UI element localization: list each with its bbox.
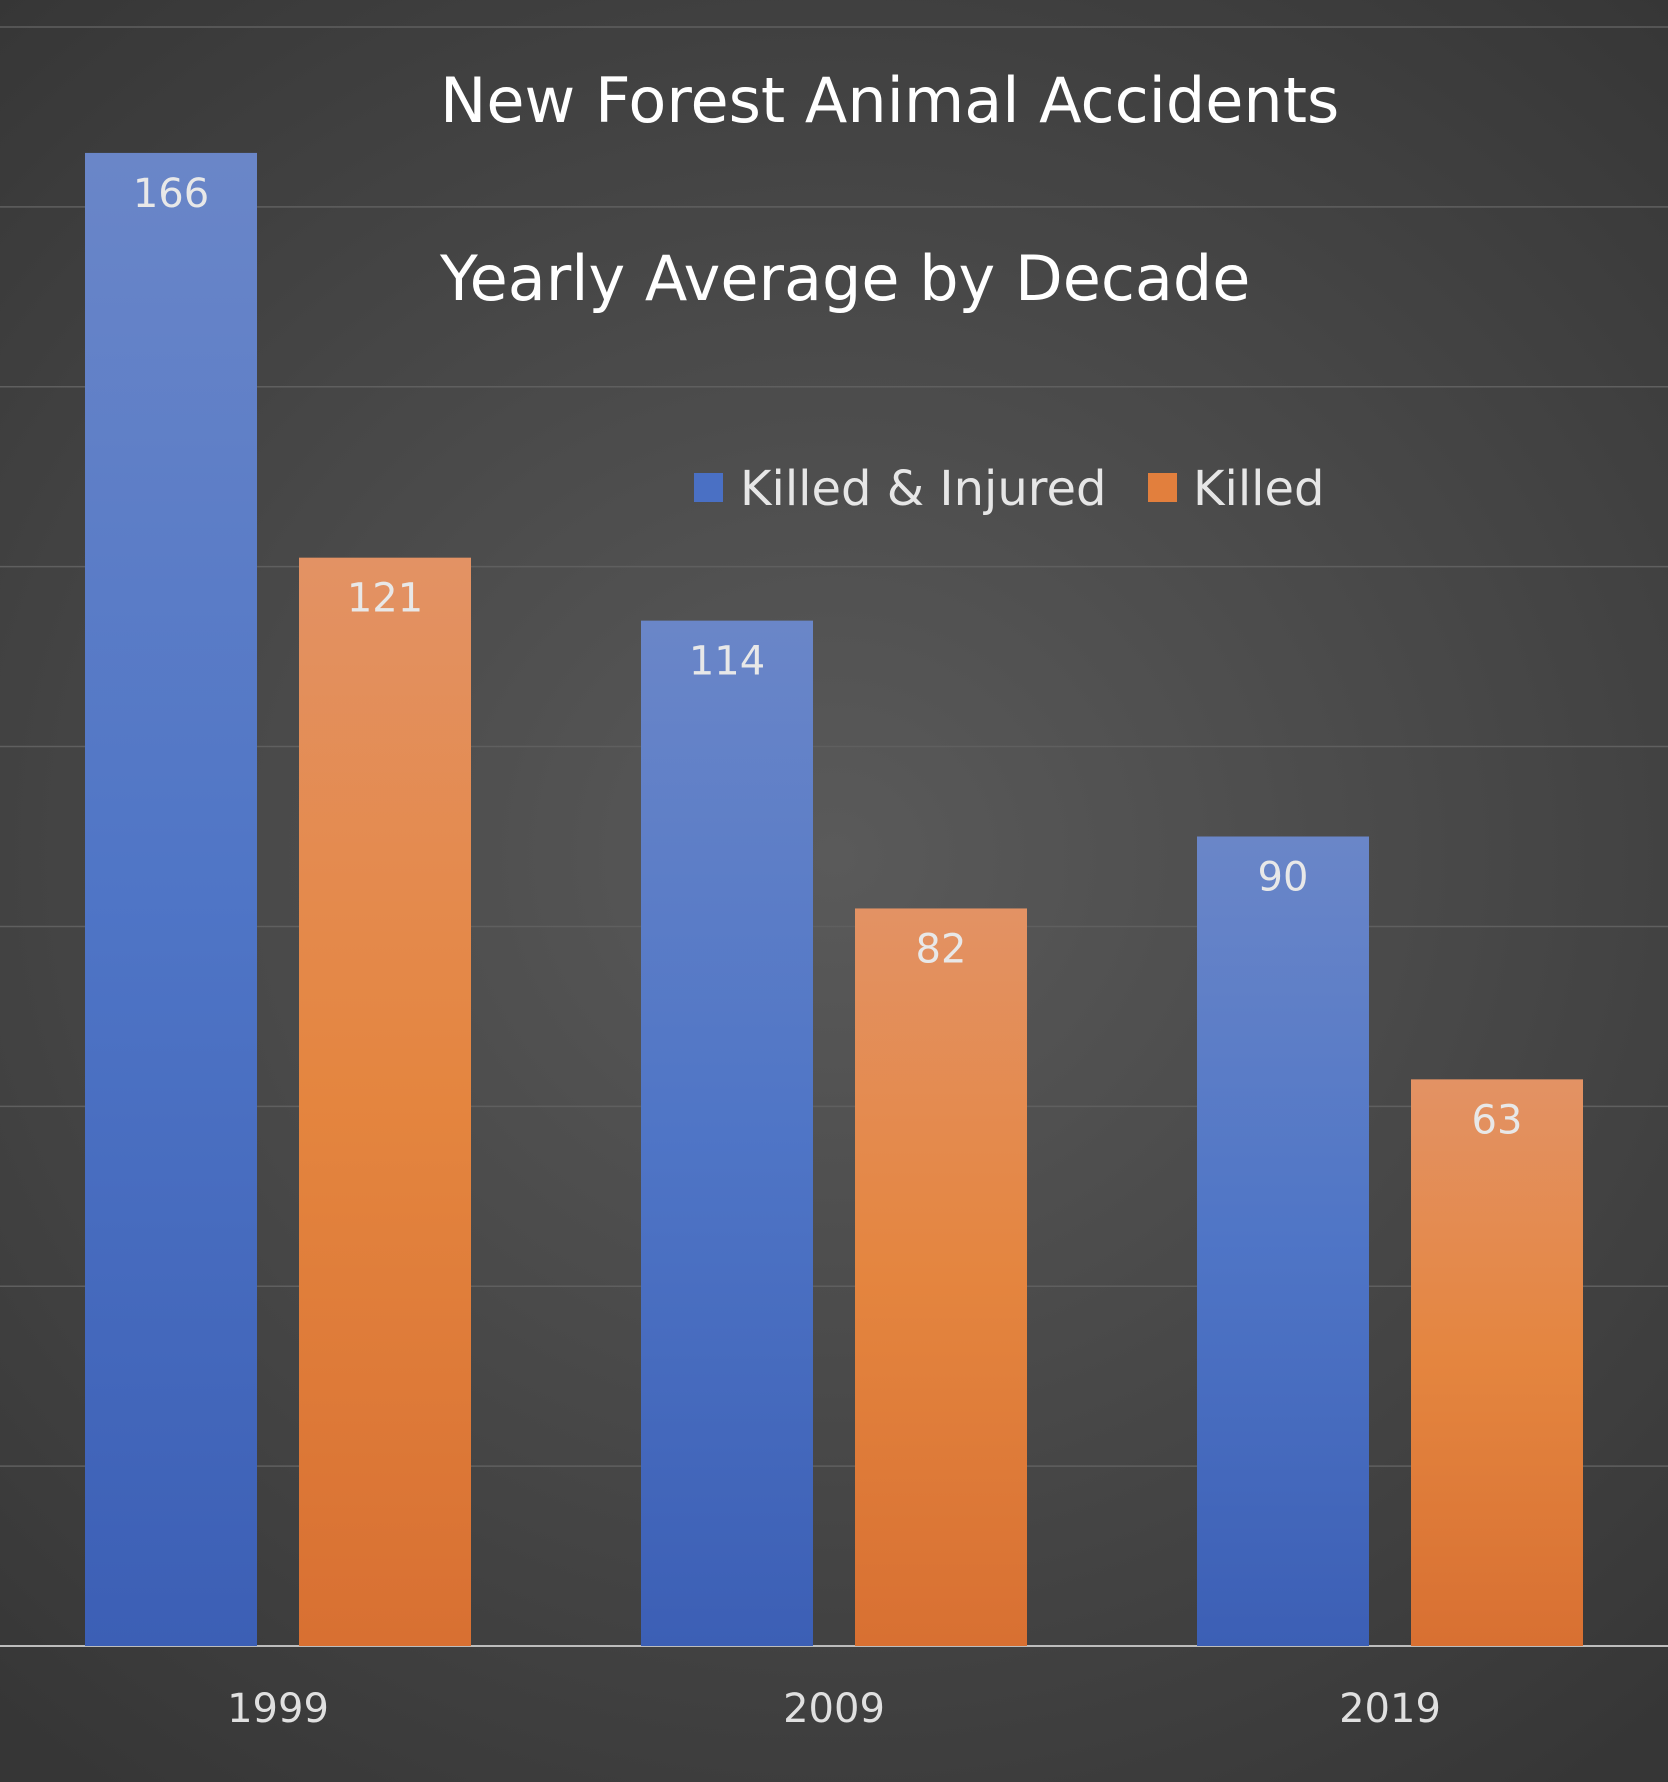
bar-killed-1999 — [299, 557, 471, 1646]
legend-swatch-killed — [1148, 473, 1177, 502]
data-label-killed-injured-2009: 114 — [689, 639, 765, 685]
data-label-killed-2019: 63 — [1472, 1097, 1523, 1143]
legend-label-killed-injured: Killed & Injured — [740, 461, 1106, 517]
data-label-killed-injured-2019: 90 — [1258, 855, 1309, 901]
bars — [85, 152, 1583, 1647]
data-labels: 166 121 114 82 90 63 — [133, 171, 1523, 1143]
bar-killed-2019 — [1411, 1079, 1583, 1646]
bar-killed-injured-1999 — [85, 152, 257, 1646]
gridlines — [0, 26, 1668, 1647]
legend-label-killed: Killed — [1193, 461, 1324, 517]
data-label-killed-injured-1999: 166 — [133, 171, 209, 217]
bar-killed-injured-2009 — [641, 620, 813, 1647]
x-tick-label-1999: 1999 — [227, 1686, 329, 1732]
legend: Killed & Injured Killed — [694, 461, 1324, 517]
data-label-killed-2009: 82 — [916, 926, 967, 972]
data-label-killed-1999: 121 — [347, 576, 423, 622]
x-tick-label-2019: 2019 — [1339, 1686, 1441, 1732]
x-axis-ticks: 1999 2009 2019 — [227, 1686, 1441, 1732]
chart-title: New Forest Animal Accidents — [440, 64, 1339, 137]
chart-subtitle: Yearly Average by Decade — [439, 242, 1250, 315]
bar-killed-2009 — [855, 908, 1027, 1646]
bar-killed-injured-2019 — [1197, 836, 1369, 1646]
legend-swatch-killed-injured — [694, 473, 723, 502]
x-tick-label-2009: 2009 — [783, 1686, 885, 1732]
